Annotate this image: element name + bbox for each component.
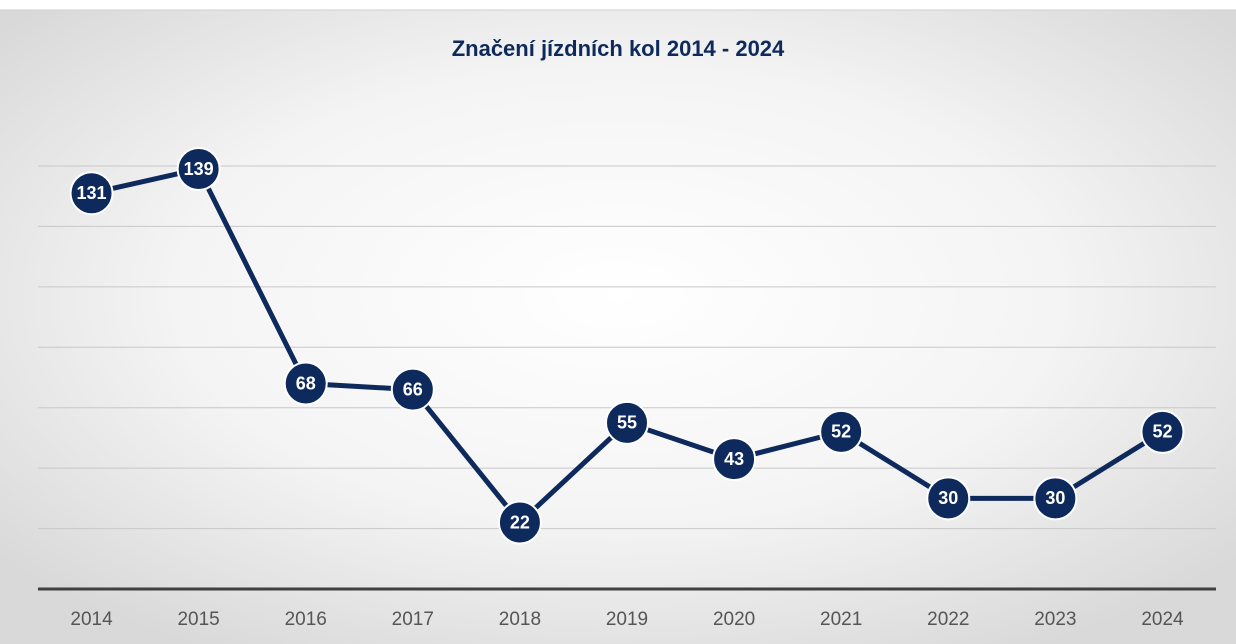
data-point <box>1033 476 1078 521</box>
chart-title: Značení jízdních kol 2014 - 2024 <box>452 36 785 61</box>
data-label: 22 <box>510 512 530 532</box>
data-label: 30 <box>938 488 958 508</box>
data-point <box>1140 409 1185 454</box>
data-label: 52 <box>831 422 851 442</box>
data-point <box>390 367 435 412</box>
x-tick-label: 2021 <box>820 609 862 630</box>
data-label: 55 <box>617 413 637 433</box>
data-point <box>176 147 221 192</box>
data-point <box>926 476 971 521</box>
data-label: 30 <box>1045 488 1065 508</box>
data-point <box>283 361 328 406</box>
plot-background <box>0 10 1236 644</box>
x-tick-label: 2015 <box>177 609 219 630</box>
x-tick-label: 2023 <box>1034 609 1076 630</box>
data-point <box>69 171 114 216</box>
x-tick-label: 2020 <box>713 609 755 630</box>
data-point <box>712 437 757 482</box>
data-point <box>497 500 542 545</box>
x-tick-label: 2019 <box>606 609 648 630</box>
data-point <box>819 409 864 454</box>
data-label: 43 <box>724 449 744 469</box>
x-tick-label: 2016 <box>285 609 327 630</box>
x-tick-label: 2018 <box>499 609 541 630</box>
x-tick-label: 2017 <box>392 609 434 630</box>
data-label: 131 <box>77 183 107 203</box>
data-label: 66 <box>403 379 423 399</box>
x-tick-label: 2024 <box>1141 609 1184 630</box>
x-tick-label: 2014 <box>70 609 113 630</box>
data-label: 52 <box>1152 422 1172 442</box>
data-point <box>605 400 649 445</box>
data-label: 68 <box>296 373 316 393</box>
x-tick-label: 2022 <box>927 609 969 630</box>
data-label: 139 <box>184 159 214 179</box>
